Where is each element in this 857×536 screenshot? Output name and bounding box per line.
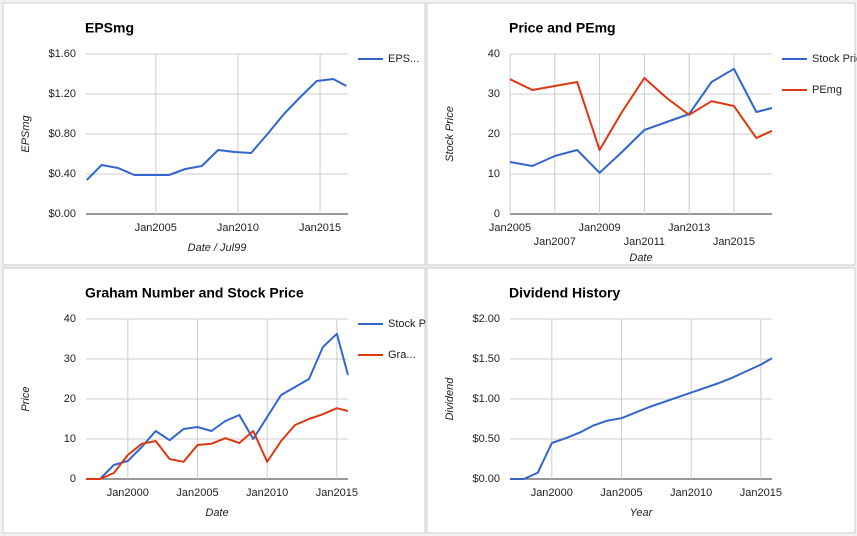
x-tick-label: Jan2015 (740, 487, 782, 499)
series-line (510, 357, 773, 480)
chart-title: EPSmg (85, 20, 134, 36)
chart-panel: Price and PEmg010203040Jan2005Jan2007Jan… (426, 2, 857, 266)
y-tick-label: 0 (494, 208, 500, 220)
y-tick-label: $2.00 (472, 313, 500, 325)
x-tick-label: Jan2011 (624, 236, 665, 248)
chart-title: Dividend History (509, 285, 620, 301)
series-line (86, 332, 349, 480)
y-tick-label: $1.20 (48, 88, 76, 100)
x-axis-title: Date (205, 507, 228, 519)
x-tick-label: Jan2010 (217, 222, 259, 234)
x-tick-label: Jan2000 (107, 487, 149, 499)
x-tick-label: Jan2009 (578, 222, 620, 234)
y-tick-label: 0 (70, 473, 76, 485)
y-tick-label: $0.80 (48, 128, 76, 140)
legend-label: PEmg (812, 84, 842, 96)
series-line (509, 67, 773, 174)
x-tick-label: Jan2010 (246, 487, 288, 499)
y-axis-title: Dividend (444, 377, 456, 421)
x-tick-label: Jan2013 (668, 222, 710, 234)
series-line (86, 407, 349, 480)
panel-background (426, 267, 856, 534)
legend-label: Gra... (388, 349, 416, 361)
series-line (509, 77, 773, 151)
legend-entry: Stock Price (812, 53, 857, 65)
x-tick-label: Jan2007 (534, 236, 576, 248)
x-tick-label: Jan2000 (531, 487, 573, 499)
y-axis-title: Stock Price (444, 106, 456, 162)
y-tick-label: 30 (64, 353, 76, 365)
series-line (86, 78, 347, 181)
y-tick-label: 10 (488, 168, 500, 180)
chart-panel: Dividend History $0.00 $0.50 $1.00 $1.50 $2.0… (426, 267, 856, 534)
x-tick-label: Jan2015 (316, 487, 358, 499)
chart-panel: Graham Number and Stock Price 0 10 20 30 40 Ja… (2, 267, 444, 534)
x-axis-title: Date (629, 252, 652, 264)
x-tick-label: Jan2005 (489, 222, 531, 234)
y-tick-label: 40 (488, 48, 500, 60)
x-tick-label: Jan2005 (176, 487, 218, 499)
y-tick-label: 20 (488, 128, 500, 140)
y-tick-label: $1.00 (472, 393, 500, 405)
chart-panel: EPSmg $0.00 $0.40 $0.80 $1.20 $1.60 Jan2005 Jan… (2, 2, 426, 266)
y-tick-label: $0.00 (48, 208, 76, 220)
y-axis-title: EPSmg (20, 114, 32, 152)
x-tick-label: Jan2015 (299, 222, 341, 234)
x-tick-label: Jan2005 (135, 222, 177, 234)
y-tick-label: 40 (64, 313, 76, 325)
chart-title: Graham Number and Stock Price (85, 285, 304, 301)
panel-background (2, 267, 426, 534)
y-tick-label: 30 (488, 88, 500, 100)
y-tick-label: 10 (64, 433, 76, 445)
y-tick-label: $0.00 (472, 473, 500, 485)
chart-title: Price and PEmg (509, 20, 616, 36)
legend-entry: EPS... (388, 53, 420, 65)
x-tick-label: Jan2015 (713, 236, 755, 248)
y-tick-label: $0.40 (48, 168, 76, 180)
y-tick-label: $1.50 (472, 353, 500, 365)
x-axis-title: Year (630, 507, 654, 519)
legend-entry: PEmg (812, 84, 842, 96)
x-tick-label: Jan2005 (600, 487, 642, 499)
legend-label: Stock Price (812, 53, 857, 65)
legend-entry: Gra... (388, 349, 416, 361)
y-tick-label: $0.50 (472, 433, 500, 445)
y-tick-label: 20 (64, 393, 76, 405)
y-tick-label: $1.60 (48, 48, 76, 60)
x-axis-title: Date / Jul99 (188, 242, 247, 254)
legend-label: EPS... (388, 53, 420, 65)
y-axis-title: Price (20, 386, 32, 411)
x-tick-label: Jan2010 (670, 487, 712, 499)
